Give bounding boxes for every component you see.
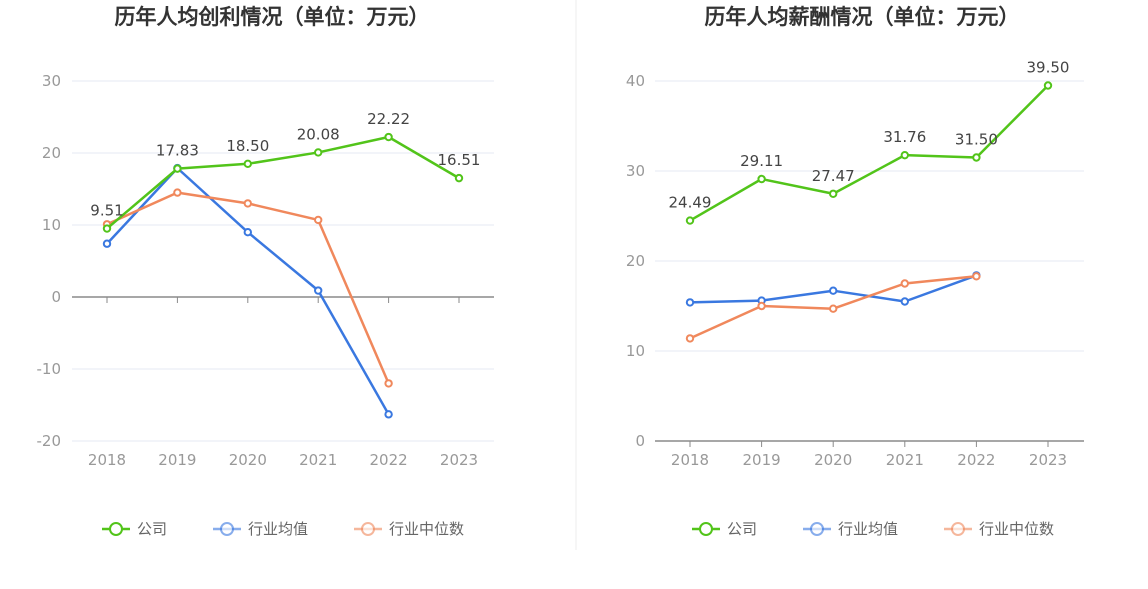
legend-marker-icon xyxy=(109,522,123,536)
x-tick-label: 2023 xyxy=(440,451,478,469)
y-tick-label: 40 xyxy=(626,72,645,90)
y-tick-label: -20 xyxy=(37,432,62,450)
x-tick-label: 2020 xyxy=(229,451,267,469)
data-point-industry_avg xyxy=(685,298,695,307)
data-point-company xyxy=(829,189,838,198)
data-label: 27.47 xyxy=(812,167,855,185)
data-label: 29.11 xyxy=(740,152,783,170)
y-tick-label: 30 xyxy=(42,72,61,90)
y-tick-label: 10 xyxy=(626,342,645,360)
series-company: 24.49 29.11 27.47 31.76 31.50 39.50 xyxy=(669,59,1070,225)
legend-marker-icon xyxy=(810,522,824,536)
x-tick-label: 2023 xyxy=(1029,451,1067,469)
y-tick-label: 20 xyxy=(42,144,61,162)
data-point-company xyxy=(685,216,695,225)
data-point-industry_avg xyxy=(384,410,393,419)
data-point-industry_median xyxy=(972,272,981,281)
x-tick-label: 2022 xyxy=(957,451,995,469)
legend-marker-icon xyxy=(361,522,375,536)
series-industry_median xyxy=(685,272,981,343)
data-label: 18.50 xyxy=(226,137,269,155)
data-point-company xyxy=(972,153,981,162)
data-point-company xyxy=(102,224,112,233)
legend-item-company: 公司 xyxy=(692,520,757,538)
y-tick-label: 10 xyxy=(42,216,61,234)
data-point-industry_avg xyxy=(829,286,838,295)
data-point-industry_avg xyxy=(900,297,909,306)
series-industry_avg xyxy=(685,271,981,307)
data-point-company xyxy=(1043,81,1053,90)
data-point-industry_avg xyxy=(102,239,112,248)
data-label: 20.08 xyxy=(297,125,340,143)
x-tick-label: 2019 xyxy=(743,451,781,469)
y-tick-label: 0 xyxy=(635,432,645,450)
legend-item-industry_median: 行业中位数 xyxy=(944,520,1054,538)
y-tick-label: 30 xyxy=(626,162,645,180)
legend-item-industry_median: 行业中位数 xyxy=(354,520,464,538)
x-tick-label: 2020 xyxy=(814,451,852,469)
data-point-industry_median xyxy=(173,188,182,197)
x-tick-label: 2021 xyxy=(299,451,337,469)
data-label: 16.51 xyxy=(438,151,481,169)
data-point-company xyxy=(454,173,464,183)
data-label: 39.50 xyxy=(1027,59,1070,77)
y-tick-label: 20 xyxy=(626,252,645,270)
chart-1: 历年人均创利情况（单位：万元） -20 -10 0 10 20 30 2018 2019 2020… xyxy=(37,5,494,538)
y-tick-label: -10 xyxy=(37,360,62,378)
data-point-company xyxy=(384,132,393,142)
series-industry_median xyxy=(102,188,393,388)
x-tick-label: 2018 xyxy=(671,451,709,469)
legend: 公司 行业均值 行业中位数 xyxy=(102,520,464,538)
data-point-industry_avg xyxy=(243,228,253,237)
data-point-industry_median xyxy=(314,215,323,225)
legend-label: 公司 xyxy=(137,520,167,538)
data-label: 31.50 xyxy=(955,131,998,149)
x-tick-label: 2019 xyxy=(158,451,196,469)
legend-marker-icon xyxy=(220,522,234,536)
legend-item-industry_avg: 行业均值 xyxy=(213,520,308,538)
data-point-industry_median xyxy=(384,379,393,388)
chart-title: 历年人均创利情况（单位：万元） xyxy=(115,5,430,29)
data-point-company xyxy=(314,148,323,157)
legend-marker-icon xyxy=(951,522,965,536)
series-company: 9.51 17.83 18.50 20.08 22.22 16.51 xyxy=(90,110,481,233)
data-point-company xyxy=(900,150,909,160)
data-label: 9.51 xyxy=(90,202,123,220)
data-point-industry_median xyxy=(757,301,766,311)
data-point-company xyxy=(757,174,766,184)
x-tick-label: 2021 xyxy=(886,451,924,469)
data-label: 31.76 xyxy=(883,128,926,146)
legend: 公司 行业均值 行业中位数 xyxy=(692,520,1054,538)
legend-label: 行业均值 xyxy=(248,520,308,538)
chart-2: 历年人均薪酬情况（单位：万元） 0 10 20 30 40 2018 2019 2020 2021… xyxy=(626,5,1084,538)
legend-item-industry_avg: 行业均值 xyxy=(803,520,898,538)
legend-item-company: 公司 xyxy=(102,520,167,538)
data-point-industry_median xyxy=(685,334,695,343)
data-point-industry_median xyxy=(900,279,909,288)
data-point-company xyxy=(243,159,253,169)
y-tick-label: 0 xyxy=(51,288,61,306)
series-line-company xyxy=(106,135,460,230)
data-label: 17.83 xyxy=(156,142,199,160)
data-point-company xyxy=(173,164,182,173)
data-point-industry_avg xyxy=(314,286,323,295)
legend-marker-icon xyxy=(699,522,713,536)
x-tick-label: 2018 xyxy=(88,451,126,469)
legend-label: 行业均值 xyxy=(838,520,898,538)
data-label: 22.22 xyxy=(367,110,410,128)
series-line-industry_median xyxy=(106,191,390,384)
legend-label: 行业中位数 xyxy=(389,520,464,538)
x-tick-label: 2022 xyxy=(370,451,408,469)
data-point-industry_median xyxy=(829,304,838,313)
legend-label: 行业中位数 xyxy=(979,520,1054,538)
series-line-company xyxy=(689,84,1049,222)
legend-label: 公司 xyxy=(727,520,757,538)
data-label: 24.49 xyxy=(669,194,712,212)
data-point-industry_median xyxy=(243,199,253,208)
chart-title: 历年人均薪酬情况（单位：万元） xyxy=(705,5,1020,29)
